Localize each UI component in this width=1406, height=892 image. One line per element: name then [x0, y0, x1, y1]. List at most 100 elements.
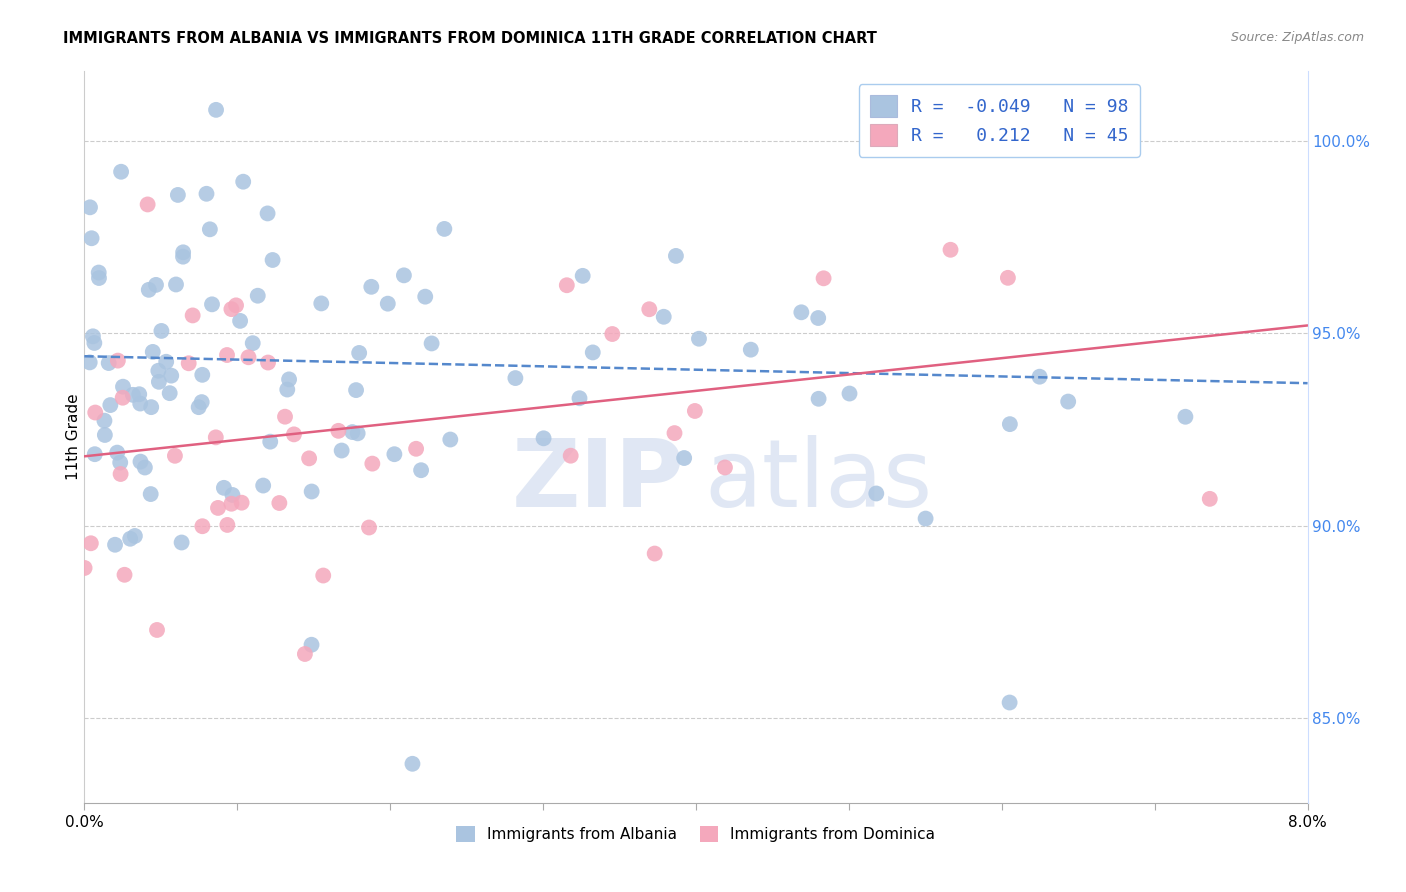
Point: [278, 372, 301, 386]
Point: [998, 417, 1021, 431]
Point: [571, 268, 593, 283]
Point: [665, 249, 688, 263]
Point: [148, 375, 170, 389]
Point: [148, 364, 170, 378]
Point: [80, 536, 103, 550]
Point: [94, 428, 117, 442]
Point: [361, 457, 384, 471]
Point: [98, 398, 121, 412]
Point: [644, 547, 666, 561]
Point: [401, 756, 423, 771]
Point: [217, 517, 239, 532]
Point: [560, 449, 582, 463]
Point: [714, 460, 737, 475]
Point: [136, 197, 159, 211]
Point: [107, 353, 129, 368]
Point: [221, 488, 243, 502]
Point: [688, 332, 710, 346]
Point: [204, 430, 226, 444]
Point: [301, 638, 323, 652]
Point: [97, 356, 120, 370]
Text: IMMIGRANTS FROM ALBANIA VS IMMIGRANTS FROM DOMINICA 11TH GRADE CORRELATION CHART: IMMIGRANTS FROM ALBANIA VS IMMIGRANTS FR…: [63, 31, 877, 46]
Point: [865, 486, 887, 500]
Point: [79, 355, 101, 369]
Point: [276, 383, 298, 397]
Point: [215, 348, 238, 362]
Point: [997, 270, 1019, 285]
Point: [191, 368, 214, 382]
Point: [505, 371, 527, 385]
Point: [142, 344, 165, 359]
Point: [128, 387, 150, 401]
Y-axis label: 11th Grade: 11th Grade: [66, 393, 80, 481]
Point: [246, 289, 269, 303]
Point: [187, 400, 209, 414]
Point: [311, 296, 333, 310]
Point: [673, 450, 696, 465]
Point: [357, 520, 380, 534]
Point: [195, 186, 218, 201]
Point: [231, 496, 253, 510]
Point: [83, 335, 105, 350]
Point: [392, 268, 415, 283]
Point: [301, 484, 323, 499]
Point: [124, 529, 146, 543]
Point: [155, 355, 177, 369]
Point: [411, 463, 433, 477]
Point: [274, 409, 297, 424]
Point: [582, 345, 605, 359]
Point: [413, 290, 436, 304]
Point: [1174, 409, 1197, 424]
Point: [232, 175, 254, 189]
Point: [1057, 394, 1080, 409]
Point: [146, 623, 169, 637]
Point: [191, 519, 214, 533]
Legend: Immigrants from Albania, Immigrants from Dominica: Immigrants from Albania, Immigrants from…: [449, 819, 943, 850]
Point: [134, 460, 156, 475]
Point: [347, 346, 370, 360]
Point: [80, 231, 103, 245]
Point: [298, 451, 321, 466]
Point: [181, 309, 204, 323]
Point: [242, 336, 264, 351]
Point: [212, 481, 235, 495]
Point: [111, 380, 134, 394]
Point: [205, 103, 228, 117]
Point: [377, 296, 399, 310]
Point: [294, 647, 316, 661]
Point: [939, 243, 962, 257]
Point: [252, 478, 274, 492]
Point: [360, 280, 382, 294]
Point: [257, 355, 280, 369]
Point: [129, 396, 152, 410]
Point: [229, 314, 252, 328]
Point: [914, 511, 936, 525]
Point: [342, 425, 364, 439]
Point: [405, 442, 427, 456]
Point: [160, 368, 183, 383]
Point: [93, 414, 115, 428]
Text: atlas: atlas: [704, 435, 932, 527]
Point: [79, 200, 101, 214]
Point: [110, 467, 132, 481]
Point: [439, 433, 461, 447]
Point: [73, 561, 96, 575]
Text: ZIP: ZIP: [512, 435, 685, 527]
Point: [259, 434, 281, 449]
Point: [568, 391, 591, 405]
Point: [283, 427, 305, 442]
Point: [328, 424, 350, 438]
Point: [807, 392, 830, 406]
Point: [838, 386, 860, 401]
Point: [121, 388, 143, 402]
Point: [813, 271, 835, 285]
Point: [110, 456, 132, 470]
Point: [382, 447, 405, 461]
Point: [138, 283, 160, 297]
Point: [139, 487, 162, 501]
Point: [82, 329, 104, 343]
Point: [207, 500, 229, 515]
Point: [167, 188, 190, 202]
Point: [346, 426, 368, 441]
Point: [120, 532, 142, 546]
